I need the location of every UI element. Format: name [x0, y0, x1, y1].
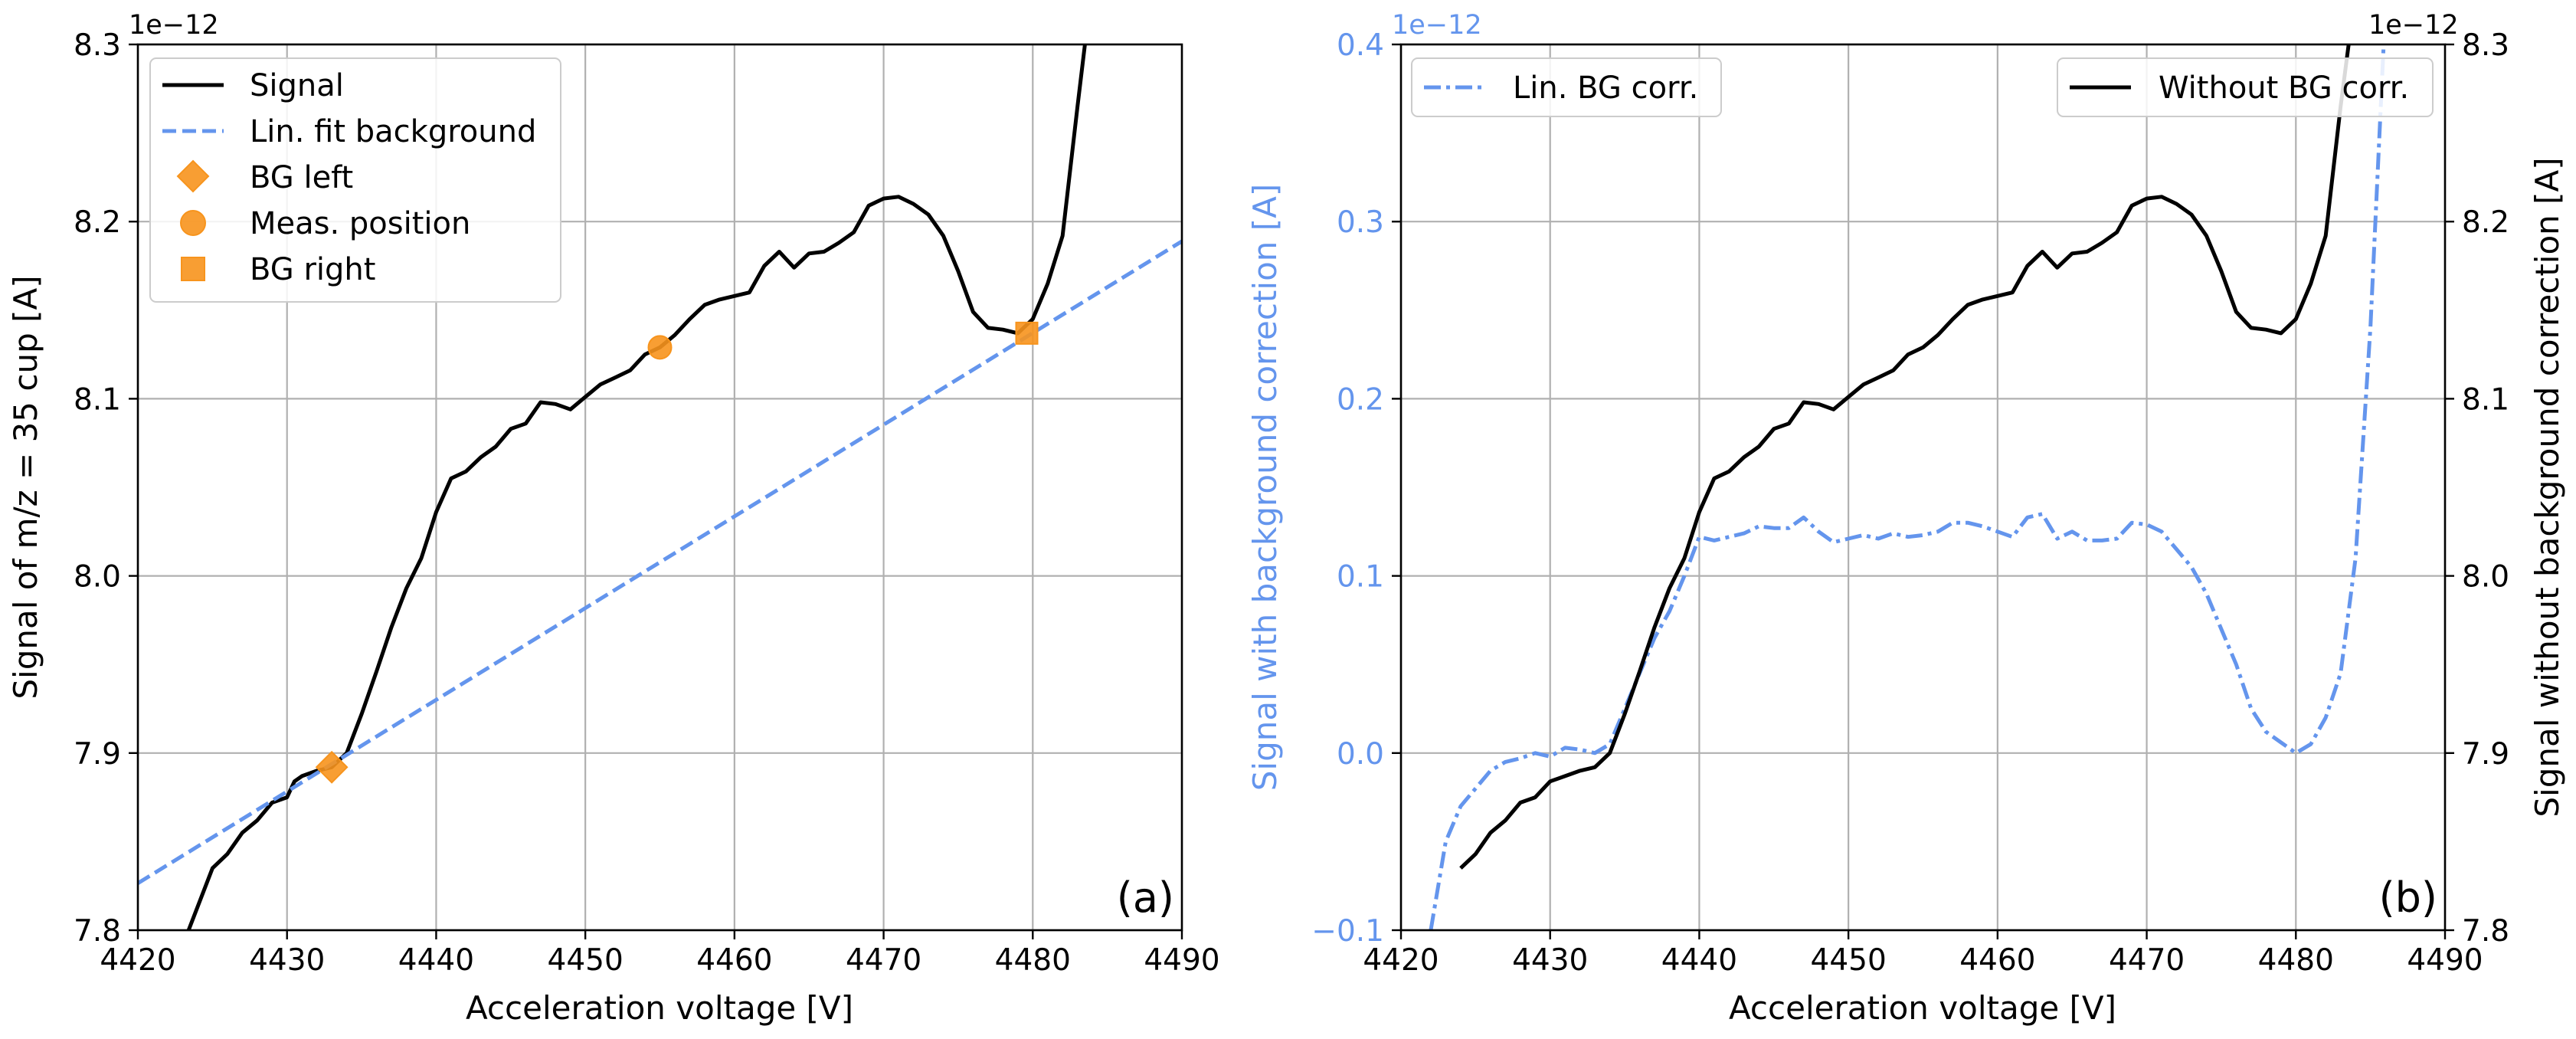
x-tick-label: 4470 [2109, 943, 2185, 978]
y-tick-label: 0.1 [1337, 560, 1384, 595]
chart-b-ylabel-left: Signal with background correction [A] [1246, 184, 1284, 791]
series-line-without-bg-corr [1459, 44, 2351, 870]
x-tick-label: 4440 [1661, 943, 1737, 978]
x-tick-label: 4420 [100, 943, 175, 978]
series-line-lin-bg-corr [1429, 44, 2386, 930]
x-tick-label: 4480 [995, 943, 1071, 978]
chart-a-xlabel: Acceleration voltage [V] [466, 989, 853, 1027]
legend-fit-label: Lin. fit background [250, 114, 536, 149]
y-right-tick-label: 8.2 [2462, 205, 2509, 240]
chart-b-legend-left-box [1411, 57, 1722, 117]
chart-a-x-ticks: 4420 4430 4440 4450 4460 4470 4480 4490 [100, 930, 1220, 978]
series-line-lin-fit-background [138, 239, 1182, 885]
chart-b-xlabel: Acceleration voltage [V] [1729, 989, 2116, 1027]
chart-a-ylabel: Signal of m/z = 35 cup [A] [7, 275, 44, 699]
y-right-tick-label: 8.3 [2462, 28, 2509, 63]
y-tick-label: 7.8 [74, 914, 121, 949]
y-right-tick-label: 7.9 [2462, 737, 2509, 772]
y-tick-label: 7.9 [74, 737, 121, 772]
marker-meas-position [647, 335, 673, 360]
legend-meas-label: Meas. position [250, 206, 470, 241]
chart-a-frame [136, 43, 1183, 932]
x-tick-label: 4440 [398, 943, 474, 978]
chart-b-panel-label: (b) [2379, 873, 2437, 922]
legend-meas-marker [180, 210, 206, 236]
x-tick-label: 4430 [1512, 943, 1588, 978]
y-right-tick-label: 8.1 [2462, 382, 2509, 417]
x-tick-label: 4460 [1959, 943, 2035, 978]
y-tick-label: 0.0 [1337, 737, 1384, 772]
x-tick-label: 4480 [2258, 943, 2334, 978]
chart-b-legend-right-box [2057, 57, 2434, 117]
y-right-tick-label: 8.0 [2462, 560, 2509, 595]
chart-b-legend-left: Lin. BG corr. [1411, 57, 1722, 117]
y-tick-label: 8.3 [74, 28, 121, 63]
chart-a-y-offset: 1e−12 [129, 10, 219, 41]
chart-b-y-ticks-left: −0.1 0.0 0.1 0.2 0.3 0.4 [1311, 28, 1401, 949]
legend-bg-left-label: BG left [250, 160, 353, 195]
legend-without-bg-corr-label: Without BG corr. [2159, 70, 2409, 106]
y-right-tick-label: 7.8 [2462, 914, 2509, 949]
chart-b-y-offset-left: 1e−12 [1392, 10, 1482, 41]
x-tick-label: 4490 [2407, 943, 2483, 978]
y-tick-label: 8.0 [74, 560, 121, 595]
y-tick-label: 0.2 [1337, 382, 1384, 417]
chart-b-frame [1399, 43, 2447, 932]
legend-bg-left-marker [176, 159, 210, 193]
chart-a-plot-area [138, 44, 1182, 930]
x-tick-label: 4450 [1811, 943, 1887, 978]
chart-b-legend-right: Without BG corr. [2057, 57, 2434, 117]
legend-signal-label: Signal [250, 68, 344, 103]
x-tick-label: 4450 [548, 943, 624, 978]
y-tick-label: 0.3 [1337, 205, 1384, 240]
marker-bg-right [1015, 321, 1039, 345]
chart-a-panel-label: (a) [1117, 873, 1174, 922]
y-tick-label: 0.4 [1337, 28, 1384, 63]
chart-b-y-offset-right: 1e−12 [2368, 10, 2459, 41]
x-tick-label: 4470 [846, 943, 921, 978]
chart-b-y-ticks-right: 7.8 7.9 8.0 8.1 8.2 8.3 [2445, 28, 2509, 949]
chart-a-legend: Signal Lin. fit background BG left Meas.… [149, 57, 561, 303]
chart-b-ylabel-right: Signal without background correction [A] [2529, 157, 2566, 817]
legend-bg-right-marker [181, 257, 205, 281]
chart-b-plot-area [1429, 44, 2386, 930]
chart-b-grid [1399, 43, 2447, 932]
x-tick-label: 4420 [1363, 943, 1439, 978]
y-tick-label: 8.2 [74, 205, 121, 240]
chart-b: 4420 4430 4440 4450 4460 4470 4480 4490 −0.1 0.0… [1246, 10, 2566, 1027]
chart-b-x-ticks: 4420 4430 4440 4450 4460 4470 4480 4490 [1363, 930, 2483, 978]
x-tick-label: 4460 [696, 943, 772, 978]
x-tick-label: 4430 [249, 943, 325, 978]
legend-bg-right-label: BG right [250, 252, 375, 287]
chart-a-y-ticks: 7.8 7.9 8.0 8.1 8.2 8.3 [74, 28, 138, 949]
chart-a-legend-box [149, 57, 561, 303]
marker-bg-left [315, 750, 349, 784]
y-tick-label: −0.1 [1311, 914, 1384, 949]
x-tick-label: 4490 [1144, 943, 1219, 978]
chart-a: 4420 4430 4440 4450 4460 4470 4480 4490 7.8 7.9 8… [7, 10, 1220, 1027]
legend-lin-bg-corr-label: Lin. BG corr. [1513, 70, 1698, 106]
y-tick-label: 8.1 [74, 382, 121, 417]
